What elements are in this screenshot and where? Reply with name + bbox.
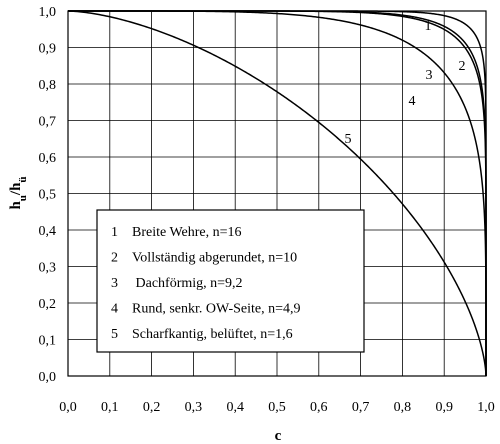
- legend-entry-5: Scharfkantig, belüftet, n=1,6: [132, 327, 293, 342]
- x-tick-label: 0,0: [59, 400, 77, 415]
- legend-entry-2: Vollständig abgerundet, n=10: [132, 251, 297, 266]
- series-line-5: [67, 10, 487, 376]
- legend-number-5: 5: [111, 327, 118, 342]
- x-tick-label: 0,5: [268, 400, 286, 415]
- x-axis-title: c: [275, 428, 282, 444]
- curve-labels: 1 2 34 5: [345, 19, 466, 147]
- legend-number-2: 2: [111, 251, 118, 266]
- legend-number-4: 4: [111, 302, 118, 317]
- curve-label-3: 3: [426, 68, 433, 83]
- y-axis-title-sub2: ü: [17, 176, 29, 182]
- legend-number-3: 3: [111, 276, 118, 291]
- legend-entry-3: Dachförmig, n=9,2: [132, 276, 243, 291]
- y-tick-label: 0,0: [39, 370, 57, 385]
- y-tick-label: 1,0: [39, 5, 57, 20]
- x-tick-label: 0,1: [101, 400, 119, 415]
- x-tick-label: 0,4: [226, 400, 244, 415]
- legend-entry-1: Breite Wehre, n=16: [132, 225, 242, 240]
- x-tick-label: 0,6: [310, 400, 328, 415]
- y-axis-title-main: h: [8, 201, 24, 210]
- x-tick-label: 0,2: [143, 400, 161, 415]
- y-tick-label: 0,6: [39, 151, 57, 166]
- y-axis-title: hu/hü: [8, 176, 29, 209]
- y-tick-label: 0,7: [39, 115, 57, 130]
- y-tick-label: 0,5: [39, 188, 57, 203]
- legend-number-1: 1: [111, 225, 118, 240]
- legend-entry-4: Rund, senkr. OW-Seite, n=4,9: [132, 302, 301, 317]
- curve-label-5: 5: [345, 132, 352, 147]
- x-tick-label: 1,0: [477, 400, 495, 415]
- y-tick-labels: 0,0 0,1 0,2 0,3 0,4 0,5 0,6 0,7 0,8 0,9 1,0: [39, 5, 57, 385]
- legend: 1 Breite Wehre, n=16 2 Vollständig abgerund…: [96, 209, 365, 353]
- y-tick-label: 0,3: [39, 261, 57, 276]
- y-tick-label: 0,8: [39, 78, 57, 93]
- x-tick-label: 0,7: [352, 400, 370, 415]
- y-axis-title-slash: /h: [8, 182, 24, 196]
- svg-text:hu/hü: hu/hü: [8, 176, 29, 209]
- x-tick-label: 0,3: [185, 400, 203, 415]
- curve-label-2: 2: [459, 59, 466, 74]
- curve-label-1: 1: [425, 19, 432, 34]
- plot-frame: [67, 10, 487, 377]
- x-tick-label: 0,8: [394, 400, 412, 415]
- y-tick-label: 0,1: [39, 334, 57, 349]
- y-axis-title-sub1: u: [17, 195, 29, 201]
- x-tick-label: 0,9: [435, 400, 453, 415]
- y-tick-label: 0,2: [39, 297, 57, 312]
- x-tick-labels: 0,0 0,1 0,2 0,3 0,4 0,5 0,6 0,7 0,8 0,9 1,0: [59, 400, 495, 415]
- y-tick-label: 0,9: [39, 42, 57, 57]
- curve-label-4: 4: [409, 94, 416, 109]
- legend-box: [96, 209, 365, 353]
- y-tick-label: 0,4: [39, 224, 57, 239]
